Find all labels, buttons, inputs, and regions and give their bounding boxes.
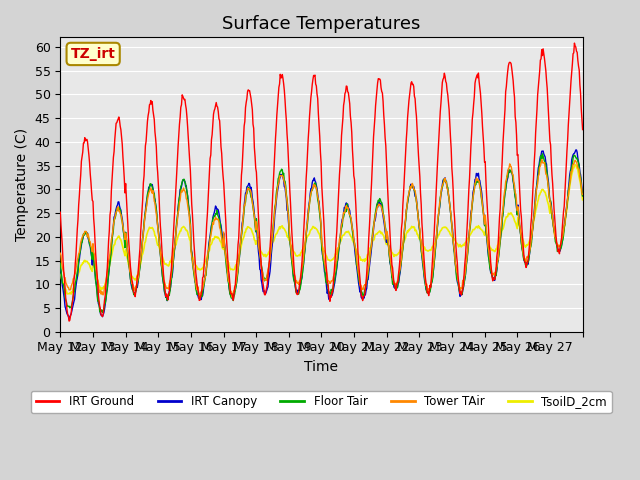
Legend: IRT Ground, IRT Canopy, Floor Tair, Tower TAir, TsoilD_2cm: IRT Ground, IRT Canopy, Floor Tair, Towe…	[31, 391, 612, 413]
Text: TZ_irt: TZ_irt	[71, 47, 116, 61]
Y-axis label: Temperature (C): Temperature (C)	[15, 128, 29, 241]
X-axis label: Time: Time	[305, 360, 339, 374]
Title: Surface Temperatures: Surface Temperatures	[222, 15, 420, 33]
